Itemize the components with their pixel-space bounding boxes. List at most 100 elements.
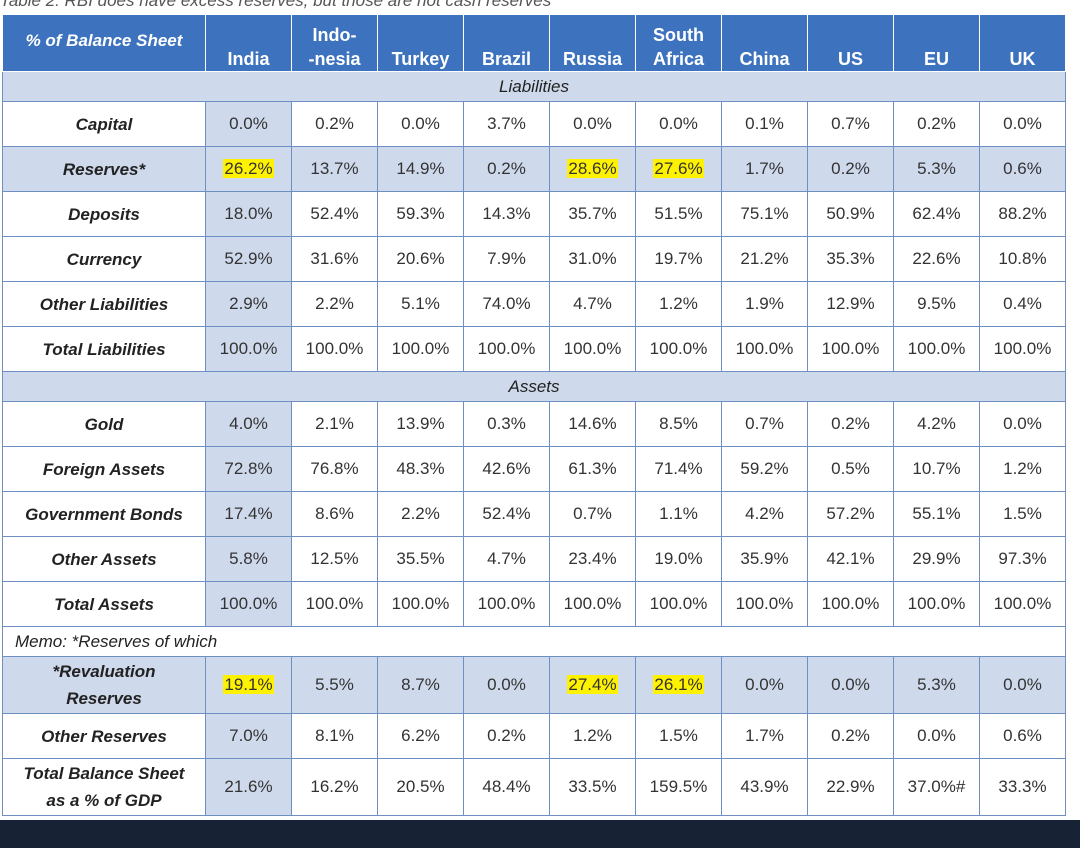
table-cell: 35.7% xyxy=(549,191,636,237)
table-cell: 9.5% xyxy=(893,281,980,327)
column-header: Russia xyxy=(549,14,636,72)
table-cell: 0.2% xyxy=(893,101,980,147)
table-cell: 1.7% xyxy=(721,713,808,759)
table-cell: 71.4% xyxy=(635,446,722,492)
memo-label: Memo: *Reserves of which xyxy=(2,626,1066,657)
table-cell: 19.7% xyxy=(635,236,722,282)
column-header: South Africa xyxy=(635,14,722,72)
table-cell: 1.5% xyxy=(635,713,722,759)
table-cell: 19.0% xyxy=(635,536,722,582)
table-cell: 100.0% xyxy=(463,326,550,372)
column-header: US xyxy=(807,14,894,72)
section-assets: Assets xyxy=(2,371,1066,402)
table-cell: 20.5% xyxy=(377,758,464,816)
column-header: India xyxy=(205,14,292,72)
row-label-line1: *Revaluation xyxy=(52,662,156,681)
table-cell: 0.5% xyxy=(807,446,894,492)
table-cell: 17.4% xyxy=(205,491,292,537)
section-label: Liabilities xyxy=(2,71,1066,102)
table-cell: 52.4% xyxy=(463,491,550,537)
table-cell: 29.9% xyxy=(893,536,980,582)
table-cell: 0.2% xyxy=(463,713,550,759)
table-cell: 0.0% xyxy=(721,656,808,714)
table-cell: 4.0% xyxy=(205,401,292,447)
table-cell: 74.0% xyxy=(463,281,550,327)
table-cell: 76.8% xyxy=(291,446,378,492)
table-cell: 0.6% xyxy=(979,713,1066,759)
table-cell: 6.2% xyxy=(377,713,464,759)
table-cell: 19.1% xyxy=(205,656,292,714)
table-cell: 33.3% xyxy=(979,758,1066,816)
row-label: Foreign Assets xyxy=(2,446,206,492)
table-cell: 7.0% xyxy=(205,713,292,759)
table-cell: 0.0% xyxy=(205,101,292,147)
table-row: Capital 0.0% 0.2% 0.0% 3.7% 0.0% 0.0% 0.1% 0.7% 0… xyxy=(2,101,1066,147)
header-corner: % of Balance Sheet xyxy=(2,14,206,72)
column-header: China xyxy=(721,14,808,72)
table-cell: 1.5% xyxy=(979,491,1066,537)
table-cell: 0.2% xyxy=(463,146,550,192)
table-cell: 16.2% xyxy=(291,758,378,816)
table-cell: 35.9% xyxy=(721,536,808,582)
table-row: *Revaluation Reserves 19.1% 5.5% 8.7% 0.0% 27.… xyxy=(2,656,1066,714)
table-cell: 26.1% xyxy=(635,656,722,714)
table-cell: 0.2% xyxy=(807,146,894,192)
bottom-bar xyxy=(0,820,1080,848)
table-cell: 2.2% xyxy=(291,281,378,327)
table-row: Government Bonds 17.4% 8.6% 2.2% 52.4% 0.7% 1.… xyxy=(2,491,1066,537)
row-label: *Revaluation Reserves xyxy=(2,656,206,714)
table-row: Gold 4.0% 2.1% 13.9% 0.3% 14.6% 8.5% 0.7% 0.2% 4.… xyxy=(2,401,1066,447)
row-label: Deposits xyxy=(2,191,206,237)
table-cell: 4.7% xyxy=(463,536,550,582)
table-caption: Table 2: RBI does have excess reserves, … xyxy=(0,0,1080,14)
table-cell: 2.2% xyxy=(377,491,464,537)
table-cell: 0.7% xyxy=(807,101,894,147)
row-label-line1: Total Balance Sheet xyxy=(23,764,185,783)
table-cell: 21.6% xyxy=(205,758,292,816)
table-cell: 1.1% xyxy=(635,491,722,537)
table-row: Reserves* 26.2% 13.7% 14.9% 0.2% 28.6% 27.6% 1.… xyxy=(2,146,1066,192)
column-header: EU xyxy=(893,14,980,72)
balance-sheet-table: % of Balance Sheet India Indo- -nesia Tur… xyxy=(2,14,1066,816)
table-cell: 1.7% xyxy=(721,146,808,192)
table-cell: 100.0% xyxy=(807,326,894,372)
table-cell: 22.9% xyxy=(807,758,894,816)
table-cell: 22.6% xyxy=(893,236,980,282)
table-cell: 100.0% xyxy=(291,326,378,372)
column-header-line2: UK xyxy=(1009,49,1036,69)
table-cell: 59.3% xyxy=(377,191,464,237)
row-label: Capital xyxy=(2,101,206,147)
table-cell: 0.0% xyxy=(979,656,1066,714)
row-label: Gold xyxy=(2,401,206,447)
table-cell: 28.6% xyxy=(549,146,636,192)
table-cell: 10.7% xyxy=(893,446,980,492)
table-cell: 100.0% xyxy=(291,581,378,627)
row-label: Other Assets xyxy=(2,536,206,582)
table-cell: 0.3% xyxy=(463,401,550,447)
table-cell: 100.0% xyxy=(205,326,292,372)
table-cell: 61.3% xyxy=(549,446,636,492)
table-cell: 35.3% xyxy=(807,236,894,282)
column-header: Turkey xyxy=(377,14,464,72)
column-header-line1: South xyxy=(653,25,704,45)
table-cell: 100.0% xyxy=(377,581,464,627)
table-cell: 8.6% xyxy=(291,491,378,537)
table-cell: 100.0% xyxy=(807,581,894,627)
header-row: % of Balance Sheet India Indo- -nesia Tur… xyxy=(2,14,1066,72)
column-header-line2: Brazil xyxy=(481,49,532,69)
column-header-line2: India xyxy=(227,49,270,69)
column-header: UK xyxy=(979,14,1066,72)
table-cell: 10.8% xyxy=(979,236,1066,282)
table-cell: 7.9% xyxy=(463,236,550,282)
table-cell: 2.9% xyxy=(205,281,292,327)
column-header-line2: China xyxy=(739,49,790,69)
table-cell: 21.2% xyxy=(721,236,808,282)
table-cell: 0.0% xyxy=(893,713,980,759)
row-label: Reserves* xyxy=(2,146,206,192)
table-cell: 23.4% xyxy=(549,536,636,582)
table-cell: 5.3% xyxy=(893,146,980,192)
table-cell: 18.0% xyxy=(205,191,292,237)
table-cell: 100.0% xyxy=(979,326,1066,372)
table-cell: 35.5% xyxy=(377,536,464,582)
table-cell: 100.0% xyxy=(635,326,722,372)
